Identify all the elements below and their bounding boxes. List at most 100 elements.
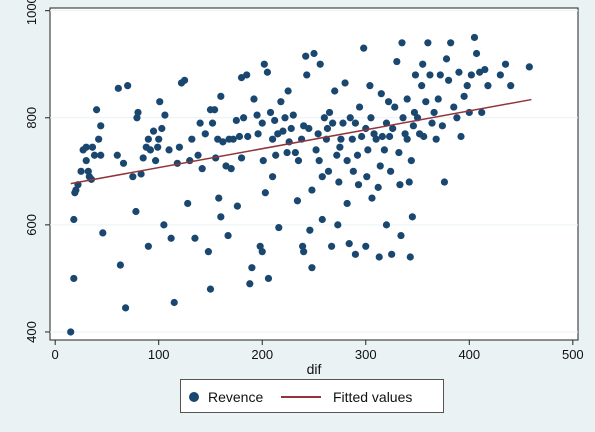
scatter-point-158: [360, 44, 368, 52]
scatter-point-192: [406, 253, 414, 261]
scatter-point-217: [453, 114, 461, 122]
scatter-point-130: [318, 173, 326, 181]
scatter-point-60: [206, 285, 215, 293]
scatter-point-227: [478, 108, 486, 117]
scatter-point-175: [382, 221, 391, 229]
scatter-point-13: [88, 143, 97, 151]
scatter-point-212: [440, 178, 449, 186]
scatter-point-197: [411, 71, 420, 79]
scatter-point-190: [403, 135, 411, 143]
scatter-point-129: [318, 215, 326, 224]
scatter-point-9: [82, 157, 90, 165]
scatter-point-168: [374, 183, 382, 191]
scatter-point-219: [457, 132, 465, 141]
scatter-point-19: [99, 229, 107, 237]
scatter-point-121: [306, 226, 314, 234]
scatter-point-206: [428, 119, 436, 127]
scatter-point-104: [279, 127, 287, 135]
scatter-point-33: [144, 242, 152, 250]
scatter-point-152: [351, 119, 360, 127]
scatter-point-135: [325, 108, 334, 117]
scatter-point-28: [133, 114, 141, 122]
scatter-point-89: [258, 248, 266, 256]
scatter-point-45: [167, 234, 175, 242]
scatter-point-41: [158, 124, 166, 133]
scatter-point-1: [70, 274, 78, 283]
scatter-point-209: [434, 95, 442, 103]
x-tick-label-200: 200: [251, 347, 273, 362]
scatter-point-151: [349, 167, 357, 175]
scatter-point-84: [248, 264, 256, 272]
scatter-point-68: [217, 92, 225, 100]
scatter-point-185: [397, 231, 405, 240]
scatter-point-131: [320, 114, 328, 122]
scatter-point-138: [331, 87, 339, 95]
scatter-point-150: [348, 135, 356, 143]
scatter-point-100: [272, 151, 280, 159]
scatter-point-77: [235, 132, 244, 141]
scatter-point-50: [180, 76, 189, 84]
scatter-point-155: [354, 181, 363, 189]
scatter-point-67: [217, 213, 225, 221]
scatter-point-163: [366, 82, 374, 90]
scatter-point-157: [358, 132, 366, 141]
scatter-point-221: [463, 82, 471, 90]
scatter-point-36: [149, 127, 158, 135]
scatter-point-15: [92, 106, 101, 114]
scatter-point-96: [266, 108, 275, 117]
scatter-point-205: [426, 71, 434, 79]
scatter-point-210: [436, 71, 444, 79]
scatter-point-170: [376, 162, 384, 170]
scatter-point-165: [368, 194, 376, 202]
scatter-point-0: [67, 328, 75, 336]
scatter-point-193: [407, 157, 415, 165]
scatter-point-181: [391, 103, 399, 111]
x-tick-label-100: 100: [148, 347, 170, 362]
scatter-point-202: [420, 132, 428, 141]
scatter-point-220: [460, 92, 468, 100]
scatter-point-113: [294, 157, 303, 165]
scatter-point-18: [97, 151, 105, 159]
x-axis-label: dif: [307, 361, 322, 377]
scatter-point-122: [308, 186, 316, 194]
scatter-point-127: [315, 157, 323, 165]
scatter-point-215: [447, 39, 455, 47]
scatter-point-80: [240, 114, 248, 122]
scatter-point-102: [275, 223, 283, 232]
scatter-point-63: [211, 106, 219, 114]
scatter-point-134: [324, 167, 333, 175]
scatter-point-149: [346, 114, 354, 122]
scatter-point-46: [170, 298, 178, 307]
scatter-point-81: [243, 71, 251, 79]
plot-background: [49, 7, 579, 341]
y-tick-label-800: 800: [24, 107, 39, 129]
scatter-point-120: [305, 124, 313, 133]
points-layer: [67, 33, 533, 336]
scatter-point-31: [139, 154, 147, 162]
scatter-point-69: [219, 138, 227, 146]
scatter-point-189: [403, 95, 411, 103]
y-tick-label-1000: 1000: [24, 0, 39, 25]
scatter-point-98: [268, 135, 277, 143]
scatter-point-58: [201, 130, 209, 138]
scatter-point-76: [233, 202, 241, 210]
scatter-point-191: [405, 178, 413, 186]
scatter-point-194: [408, 213, 416, 221]
scatter-point-140: [334, 221, 342, 229]
scatter-point-159: [362, 242, 370, 250]
scatter-point-39: [155, 135, 163, 143]
scatter-point-21: [114, 84, 122, 92]
scatter-point-56: [196, 119, 204, 127]
scatter-point-143: [337, 135, 345, 143]
scatter-point-177: [385, 132, 394, 141]
scatter-point-23: [119, 159, 128, 167]
scatter-point-91: [259, 157, 267, 165]
scatter-point-123: [308, 264, 316, 272]
scatter-point-43: [161, 111, 169, 119]
scatter-point-86: [253, 111, 261, 119]
scatter-point-167: [372, 135, 380, 143]
scatter-point-182: [393, 57, 401, 66]
scatter-point-147: [343, 199, 351, 208]
scatter-point-24: [121, 304, 130, 312]
